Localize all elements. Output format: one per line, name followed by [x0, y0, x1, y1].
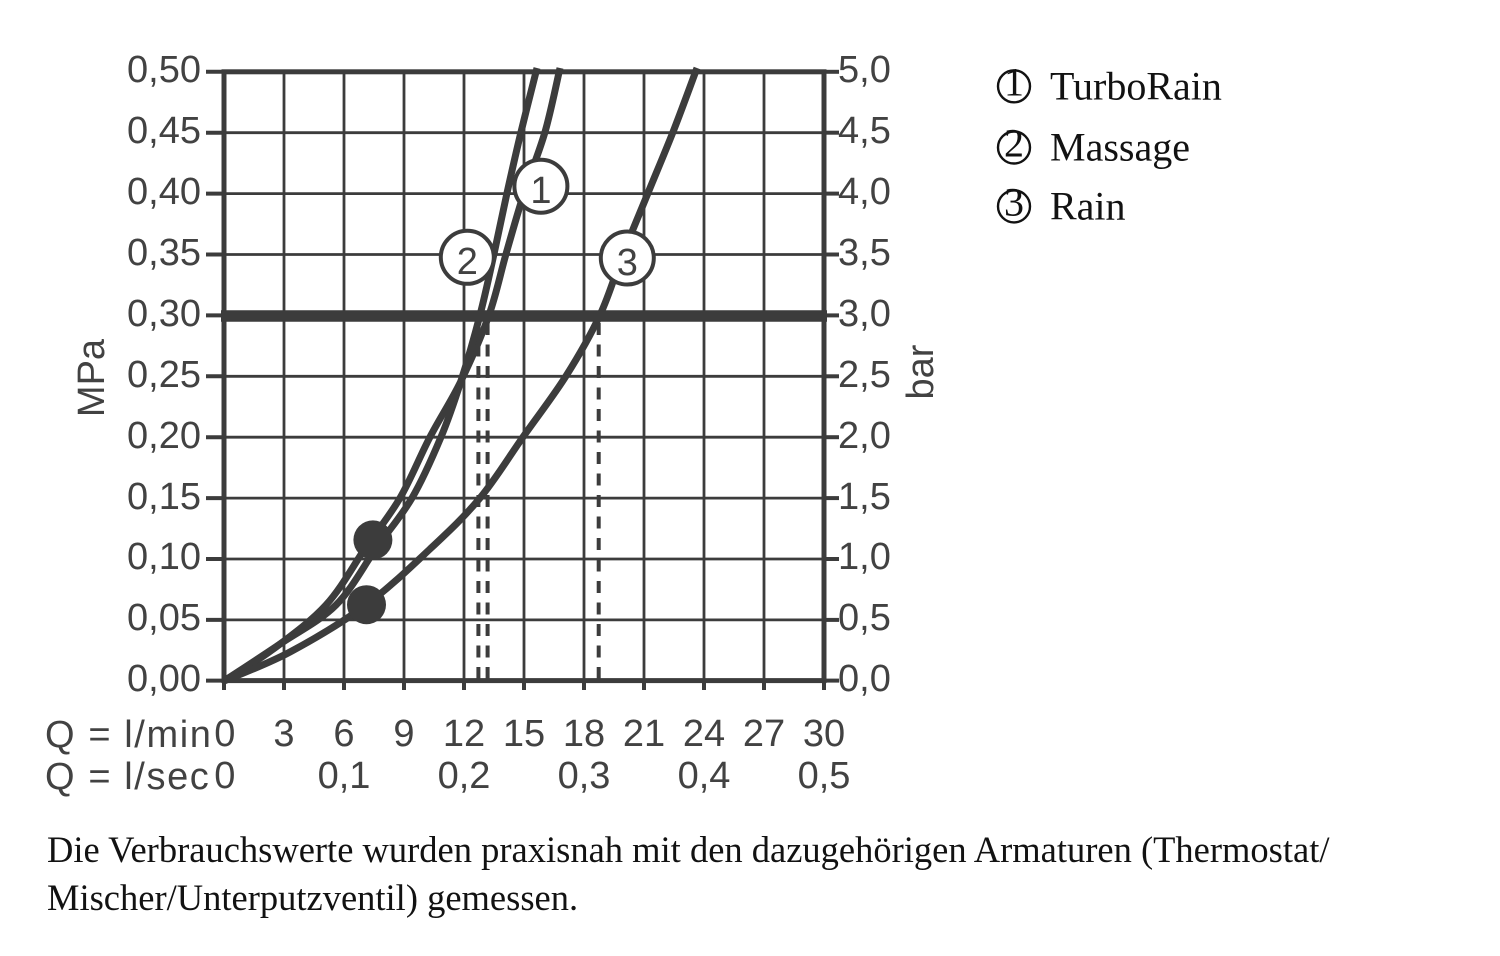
svg-text:0: 0 — [214, 713, 235, 755]
svg-text:0,50: 0,50 — [127, 49, 201, 91]
svg-text:30: 30 — [803, 713, 845, 755]
svg-text:4,5: 4,5 — [838, 110, 891, 152]
svg-text:0,10: 0,10 — [127, 536, 201, 578]
svg-text:21: 21 — [623, 713, 665, 755]
svg-text:0,40: 0,40 — [127, 171, 201, 213]
svg-text:6: 6 — [333, 713, 354, 755]
svg-text:0,15: 0,15 — [127, 476, 201, 518]
svg-text:3: 3 — [1004, 179, 1024, 224]
svg-text:12: 12 — [443, 713, 485, 755]
svg-text:0,0: 0,0 — [838, 658, 891, 700]
svg-text:0,3: 0,3 — [558, 755, 611, 797]
svg-text:0,2: 0,2 — [438, 755, 491, 797]
svg-text:3: 3 — [617, 242, 638, 284]
svg-text:Die Verbrauchswerte wurden pra: Die Verbrauchswerte wurden praxisnah mit… — [47, 829, 1330, 870]
svg-text:0,45: 0,45 — [127, 110, 201, 152]
svg-text:0,20: 0,20 — [127, 415, 201, 457]
svg-text:3,0: 3,0 — [838, 293, 891, 335]
svg-text:1,5: 1,5 — [838, 476, 891, 518]
svg-text:4,0: 4,0 — [838, 171, 891, 213]
svg-text:1: 1 — [1004, 59, 1024, 104]
svg-text:2,5: 2,5 — [838, 354, 891, 396]
svg-text:Mischer/Unterputzventil) gemes: Mischer/Unterputzventil) gemessen. — [47, 877, 578, 918]
svg-text:3,5: 3,5 — [838, 232, 891, 274]
svg-text:Q = l/min: Q = l/min — [45, 714, 213, 756]
svg-text:bar: bar — [900, 344, 942, 399]
svg-text:TurboRain: TurboRain — [1050, 64, 1222, 109]
svg-text:27: 27 — [743, 713, 785, 755]
svg-text:1: 1 — [530, 170, 551, 212]
svg-text:Rain: Rain — [1050, 184, 1126, 229]
svg-text:2,0: 2,0 — [838, 415, 891, 457]
svg-text:0,25: 0,25 — [127, 354, 201, 396]
svg-text:9: 9 — [393, 713, 414, 755]
svg-text:0,05: 0,05 — [127, 597, 201, 639]
svg-text:15: 15 — [503, 713, 545, 755]
svg-text:0,5: 0,5 — [798, 755, 851, 797]
svg-text:0,35: 0,35 — [127, 232, 201, 274]
svg-text:1,0: 1,0 — [838, 536, 891, 578]
svg-text:Massage: Massage — [1050, 125, 1190, 170]
svg-text:0: 0 — [214, 755, 235, 797]
svg-text:18: 18 — [563, 713, 605, 755]
svg-text:0,00: 0,00 — [127, 658, 201, 700]
svg-text:5,0: 5,0 — [838, 49, 891, 91]
svg-text:MPa: MPa — [71, 338, 113, 417]
svg-text:0,1: 0,1 — [318, 755, 371, 797]
svg-text:Q = l/sec: Q = l/sec — [45, 756, 210, 798]
svg-text:3: 3 — [273, 713, 294, 755]
svg-text:2: 2 — [1004, 121, 1024, 166]
svg-text:0,4: 0,4 — [678, 755, 731, 797]
svg-text:24: 24 — [683, 713, 725, 755]
svg-text:2: 2 — [457, 241, 478, 283]
svg-text:0,5: 0,5 — [838, 597, 891, 639]
svg-text:0,30: 0,30 — [127, 293, 201, 335]
